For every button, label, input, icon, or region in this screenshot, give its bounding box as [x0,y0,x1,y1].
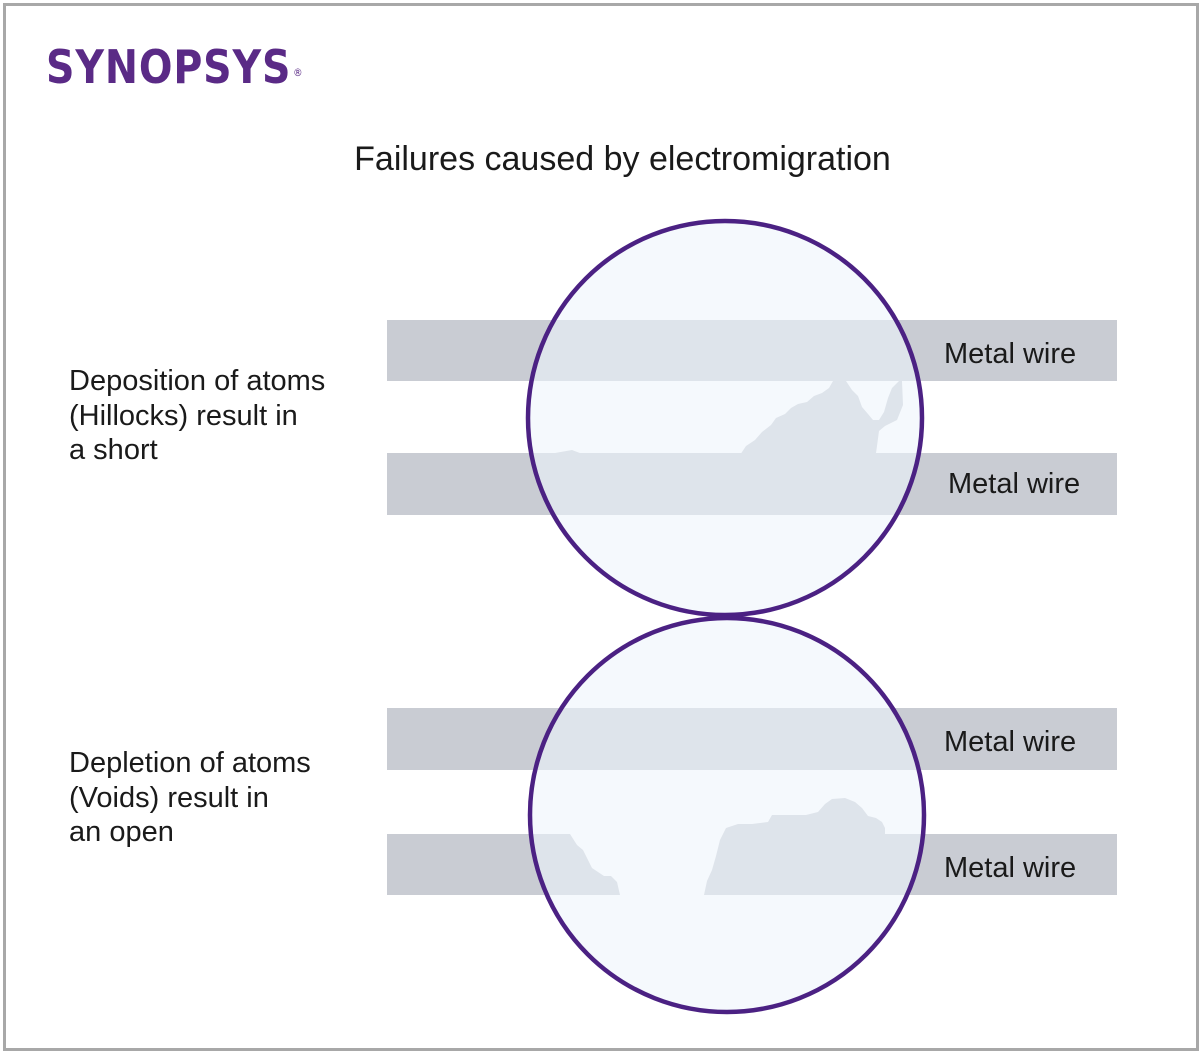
wire-label-bottom: Metal wire [944,852,1076,884]
wire-label-top: Metal wire [944,338,1076,370]
synopsys-logo: SYNOPSYS ® [46,42,303,92]
figure-title: Failures caused by electromigration [354,140,891,178]
magnifier-circle [525,218,925,618]
voids-caption: Depletion of atoms (Voids) result in an … [69,747,311,848]
hillocks-caption: Deposition of atoms (Hillocks) result in… [69,365,326,466]
voids-panel: Metal wire Metal wire [387,615,1117,1015]
hillocks-panel: Metal wire Metal wire [387,218,1117,618]
registered-mark: ® [293,66,304,79]
logo-text: SYNOPSYS [46,40,292,94]
magnifier-circle [527,615,927,1015]
wire-label-bottom: Metal wire [948,468,1080,500]
wire-label-top: Metal wire [944,726,1076,758]
